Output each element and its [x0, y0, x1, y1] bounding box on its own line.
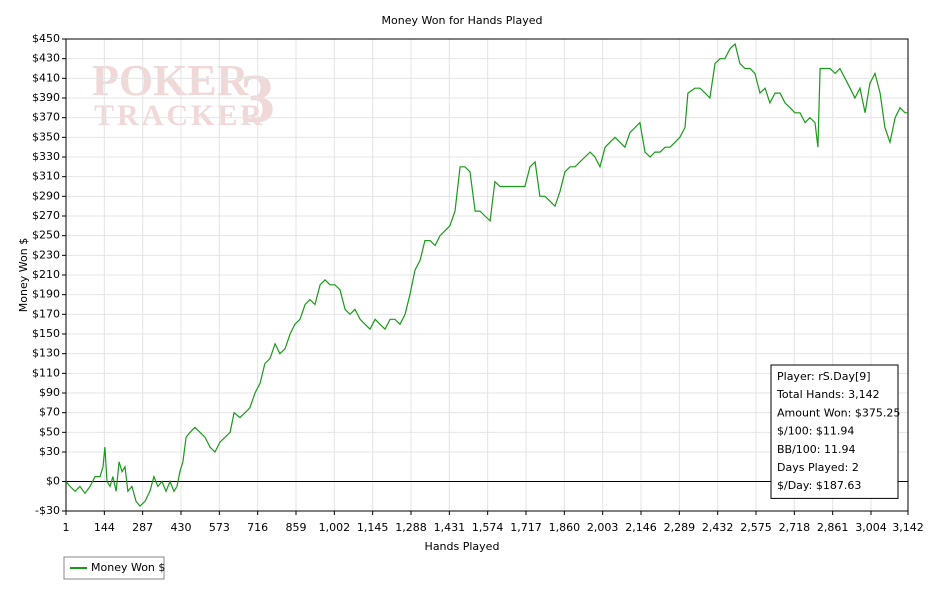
y-tick-label: $390	[32, 91, 60, 104]
y-tick-label: $0	[46, 475, 60, 488]
y-tick-label: $130	[32, 347, 60, 360]
stats-box	[770, 364, 899, 499]
y-tick-label: $370	[32, 111, 60, 124]
chart-title: Money Won for Hands Played	[382, 14, 543, 27]
x-tick-label: 859	[286, 521, 307, 534]
y-tick-label: $350	[32, 130, 60, 143]
watermark: POKER	[92, 56, 250, 105]
x-tick-label: 1,717	[510, 521, 542, 534]
x-tick-label: 2,432	[702, 521, 734, 534]
x-tick-label: 1,574	[472, 521, 504, 534]
x-tick-label: 1,860	[549, 521, 581, 534]
y-tick-label: $210	[32, 268, 60, 281]
stats-line: Total Hands: 3,142	[776, 388, 880, 401]
y-tick-label: $410	[32, 71, 60, 84]
x-tick-label: 1,002	[319, 521, 351, 534]
y-tick-label: $250	[32, 229, 60, 242]
x-tick-label: 1,145	[357, 521, 389, 534]
x-tick-label: 2,575	[740, 521, 772, 534]
x-tick-label: 144	[94, 521, 115, 534]
x-tick-label: 716	[247, 521, 268, 534]
y-tick-label: $310	[32, 170, 60, 183]
x-tick-label: 430	[171, 521, 192, 534]
x-tick-label: 2,861	[817, 521, 849, 534]
legend-box	[63, 556, 165, 580]
x-tick-label: 2,146	[625, 521, 657, 534]
x-tick-label: 2,003	[587, 521, 619, 534]
y-tick-label: $50	[39, 425, 60, 438]
stats-line: Days Played: 2	[777, 461, 859, 474]
y-tick-label: $230	[32, 248, 60, 261]
x-tick-label: 1,431	[434, 521, 466, 534]
y-tick-label: $30	[39, 445, 60, 458]
watermark: TRACKER	[94, 99, 265, 132]
x-tick-label: 1	[63, 521, 70, 534]
y-tick-label: $450	[32, 32, 60, 45]
x-tick-label: 287	[132, 521, 153, 534]
x-tick-label: 3,004	[855, 521, 887, 534]
plot-frame	[65, 38, 909, 512]
y-tick-label: $430	[32, 52, 60, 65]
y-tick-label: $270	[32, 209, 60, 222]
stats-line: $/100: $11.94	[777, 425, 854, 438]
y-tick-label: $110	[32, 366, 60, 379]
x-axis-label: Hands Played	[425, 540, 500, 553]
y-tick-label: $330	[32, 150, 60, 163]
y-tick-label: -$30	[35, 504, 60, 517]
y-tick-label: $290	[32, 189, 60, 202]
y-tick-label: $70	[39, 406, 60, 419]
x-tick-label: 2,718	[779, 521, 811, 534]
stats-line: BB/100: 11.94	[777, 443, 856, 456]
x-tick-label: 3,142	[892, 521, 924, 534]
data-line	[65, 42, 908, 507]
y-tick-label: $90	[39, 386, 60, 399]
x-tick-label: 2,289	[664, 521, 696, 534]
stats-line: Amount Won: $375.25	[777, 406, 900, 419]
stats-line: $/Day: $187.63	[777, 479, 861, 492]
legend-label: Money Won $	[91, 561, 165, 574]
y-tick-label: $190	[32, 288, 60, 301]
x-tick-label: 573	[209, 521, 230, 534]
x-tick-label: 1,288	[395, 521, 427, 534]
y-tick-label: $150	[32, 327, 60, 340]
y-axis-label: Money Won $	[17, 238, 30, 312]
stats-line: Player: rS.Day[9]	[777, 370, 871, 383]
y-tick-label: $170	[32, 307, 60, 320]
